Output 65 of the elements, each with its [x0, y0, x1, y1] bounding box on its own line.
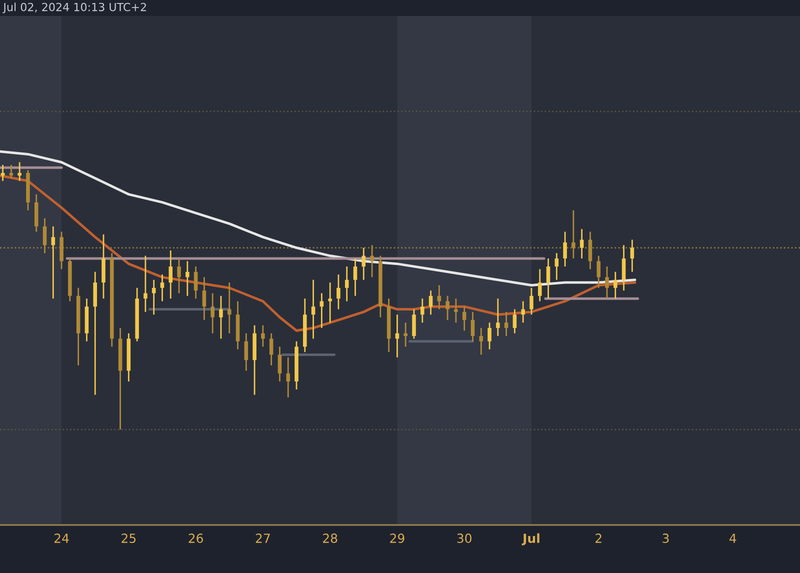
- candlestick: [269, 332, 274, 366]
- candlestick: [186, 260, 190, 297]
- candlestick: [404, 322, 408, 348]
- candlestick: [336, 274, 340, 310]
- candlestick: [479, 327, 484, 356]
- candlestick: [194, 266, 198, 300]
- candlestick: [454, 298, 458, 324]
- candlestick: [630, 239, 634, 273]
- candlestick: [504, 311, 508, 337]
- candlestick: [512, 308, 517, 334]
- candlestick: [462, 306, 466, 332]
- candlestick: [286, 356, 290, 398]
- x-tick-label: 28: [323, 534, 338, 544]
- candlestick: [320, 292, 324, 329]
- candlestick: [219, 295, 223, 340]
- candlestick: [202, 276, 206, 321]
- candlestick: [580, 228, 584, 260]
- candlestick: [370, 244, 374, 278]
- candlestick: [51, 226, 56, 300]
- candlestick: [572, 210, 576, 260]
- candlestick: [278, 346, 282, 382]
- candlestick: [596, 255, 600, 289]
- candlestick: [530, 287, 534, 316]
- text: Jul 02, 2024 10:13 UTC+2: [2, 2, 146, 14]
- candlestick: [546, 258, 550, 300]
- candlestick: [144, 255, 148, 313]
- x-tick-label: 4: [730, 534, 736, 543]
- candlestick: [563, 231, 567, 268]
- candlestick: [311, 279, 316, 340]
- candlestick: [227, 282, 232, 334]
- candlestick: [353, 258, 358, 297]
- candlestick: [496, 298, 500, 337]
- x-tick-label: 3: [662, 534, 669, 544]
- candlestick: [261, 324, 265, 348]
- x-tick-label: Jul: [522, 533, 540, 546]
- candlestick: [42, 218, 47, 254]
- x-tick-label: 27: [256, 534, 270, 543]
- candlestick: [244, 332, 248, 372]
- candlestick: [521, 300, 525, 324]
- candlestick: [210, 292, 214, 334]
- x-tick-label: 24: [54, 534, 69, 543]
- candlestick: [168, 250, 173, 300]
- x-tick-label: 26: [188, 534, 203, 544]
- candlestick: [18, 162, 22, 182]
- candlestick: [160, 274, 164, 302]
- candlestick: [470, 311, 475, 342]
- candlestick: [344, 266, 349, 302]
- candlestick: [446, 295, 450, 321]
- x-tick-label: 30: [457, 534, 472, 544]
- candlestick: [362, 247, 366, 281]
- candlestick: [328, 282, 332, 324]
- candlestick: [538, 268, 542, 302]
- candlestick: [488, 322, 492, 350]
- x-tick-label: 25: [122, 534, 136, 544]
- candlestick: [428, 290, 433, 316]
- candlestick: [605, 266, 609, 300]
- candlestick: [613, 271, 618, 300]
- candlestick: [588, 231, 592, 270]
- candlestick: [622, 244, 626, 292]
- candlestick: [412, 308, 416, 340]
- x-tick-label: 2: [596, 534, 602, 543]
- candlestick: [554, 252, 559, 281]
- candlestick: [420, 298, 424, 324]
- candlestick: [177, 258, 181, 294]
- x-tick-label: 29: [390, 534, 404, 544]
